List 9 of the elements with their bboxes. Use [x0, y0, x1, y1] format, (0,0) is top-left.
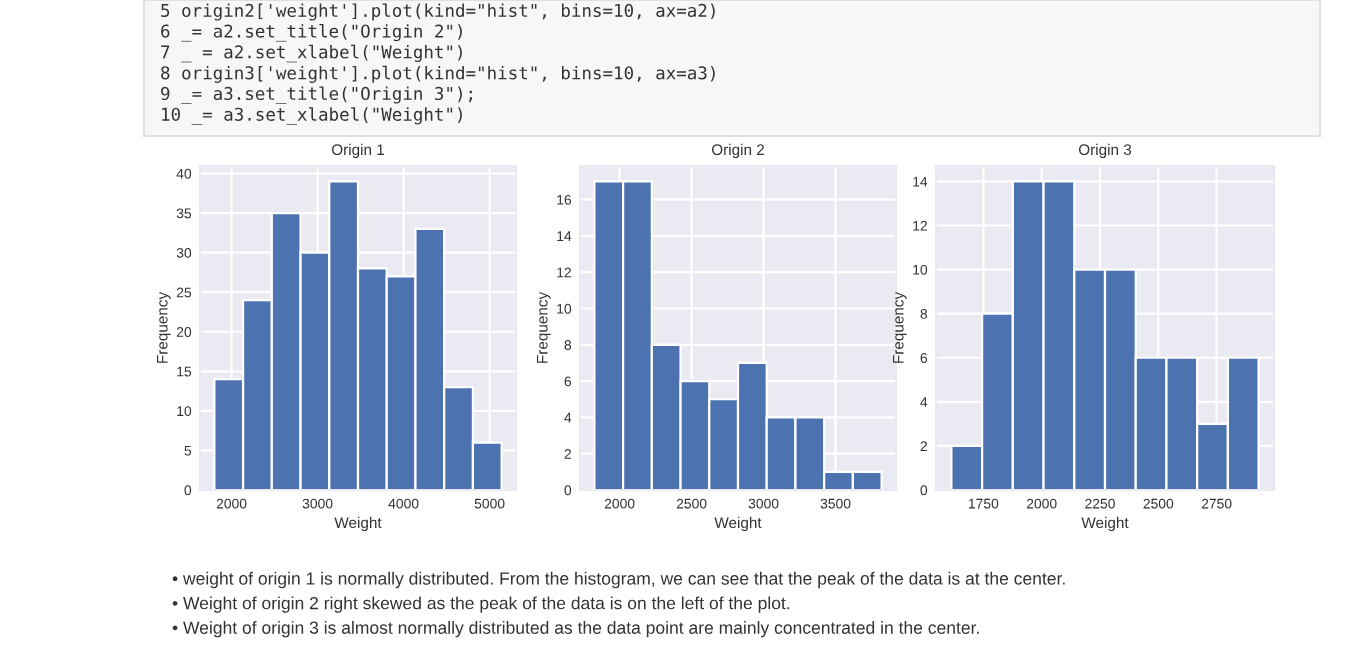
text: 9 _= a3.set_title("Origin 3"); — [161, 86, 472, 104]
text: 8 origin3['weight'].plot(kind="hist", bins=10, ax=a3) — [161, 65, 715, 83]
text: • Weight of origin 3 is almost normally distributed as the data point are mainly concentrated in the center. — [172, 621, 979, 638]
text: 7 _ = a2.set_xlabel("Weight") — [161, 44, 462, 63]
text: • Weight of origin 2 right skewed as the peak of the data is on the left of the plot. — [172, 596, 790, 613]
text: 6 _= a2.set_title("Origin 2") — [161, 24, 462, 42]
text: 5 origin2['weight'].plot(kind="hist", bins=10, ax=a2) — [161, 3, 715, 21]
text: • weight of origin 1 is normally distributed. From the histogram, we can see that the peak of the data is at the center. — [172, 571, 1065, 589]
text: 10 _= a3.set_xlabel("Weight") — [162, 107, 462, 125]
